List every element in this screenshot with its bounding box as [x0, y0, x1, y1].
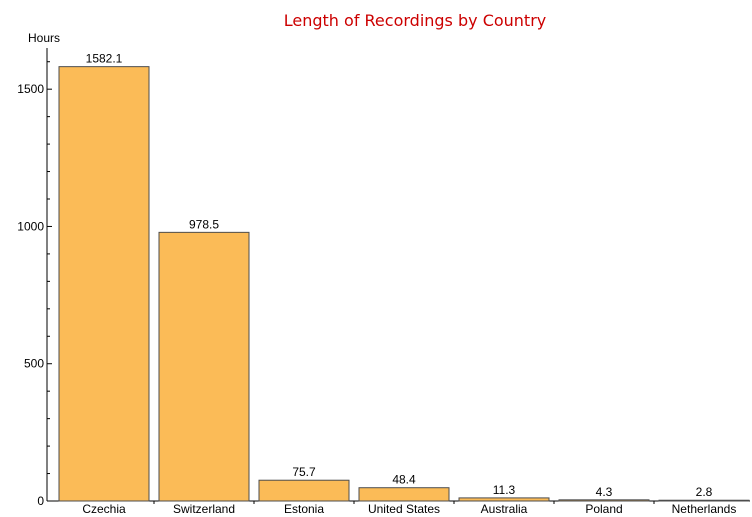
bar-value-label: 1582.1 [86, 52, 123, 66]
x-axis-ticks: Czechia Switzerland Estonia United States Au… [82, 501, 737, 516]
x-category-label: Netherlands [672, 502, 737, 516]
x-category-label: Czechia [82, 502, 126, 516]
bar-value-label: 48.4 [392, 473, 416, 487]
x-category-label: Switzerland [173, 502, 235, 516]
y-axis-ticks: 0 500 1000 1500 [17, 61, 52, 508]
bar-value-label: 11.3 [493, 483, 516, 497]
y-tick-label: 1500 [17, 82, 44, 96]
y-axis-label: Hours [28, 31, 60, 45]
bar [58, 66, 150, 502]
bar [358, 487, 450, 502]
bar-value-label: 4.3 [596, 485, 613, 499]
bar-value-label: 2.8 [696, 485, 713, 499]
y-tick-label: 0 [37, 494, 44, 508]
bar [158, 231, 250, 502]
bar [458, 497, 550, 502]
x-category-label: United States [368, 502, 440, 516]
bar-value-label: 75.7 [292, 465, 316, 479]
bar [258, 479, 350, 502]
data-labels-group: 1582.1 978.5 75.7 48.4 11.3 4.3 2.8 [86, 52, 713, 500]
bar [658, 499, 750, 502]
x-category-label: Poland [585, 502, 622, 516]
bars-group [58, 66, 750, 502]
y-tick-label: 1000 [17, 219, 44, 233]
chart-title: Length of Recordings by Country [284, 11, 547, 30]
bar-value-label: 978.5 [189, 217, 219, 231]
x-category-label: Estonia [284, 502, 324, 516]
y-tick-label: 500 [24, 357, 44, 371]
bar [558, 499, 650, 502]
x-category-label: Australia [481, 502, 528, 516]
